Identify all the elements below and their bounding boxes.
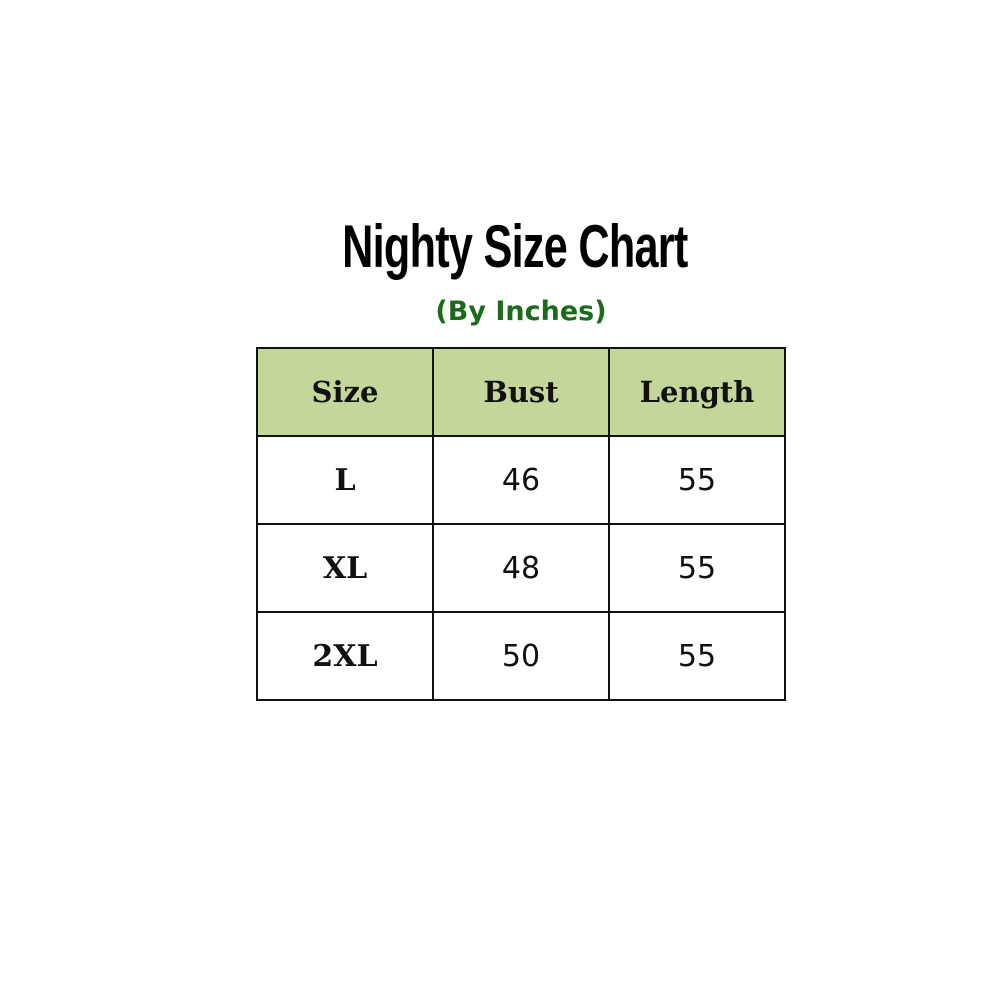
cell-size: XL [256,523,434,613]
header-size: Size [256,347,434,437]
size-chart-table: Size Bust Length L 46 55 XL 48 55 2XL 50… [256,347,786,701]
cell-bust: 46 [432,435,610,525]
table-header-row: Size Bust Length [256,347,786,437]
cell-bust: 48 [432,523,610,613]
cell-size: 2XL [256,611,434,701]
page-title: Nighty Size Chart [342,213,688,280]
cell-length: 55 [608,611,786,701]
cell-size: L [256,435,434,525]
page-subtitle: (By Inches) [435,296,607,327]
table-row: L 46 55 [256,435,786,525]
header-length: Length [608,347,786,437]
header-bust: Bust [432,347,610,437]
cell-length: 55 [608,435,786,525]
cell-length: 55 [608,523,786,613]
table-row: 2XL 50 55 [256,611,786,701]
table-row: XL 48 55 [256,523,786,613]
cell-bust: 50 [432,611,610,701]
